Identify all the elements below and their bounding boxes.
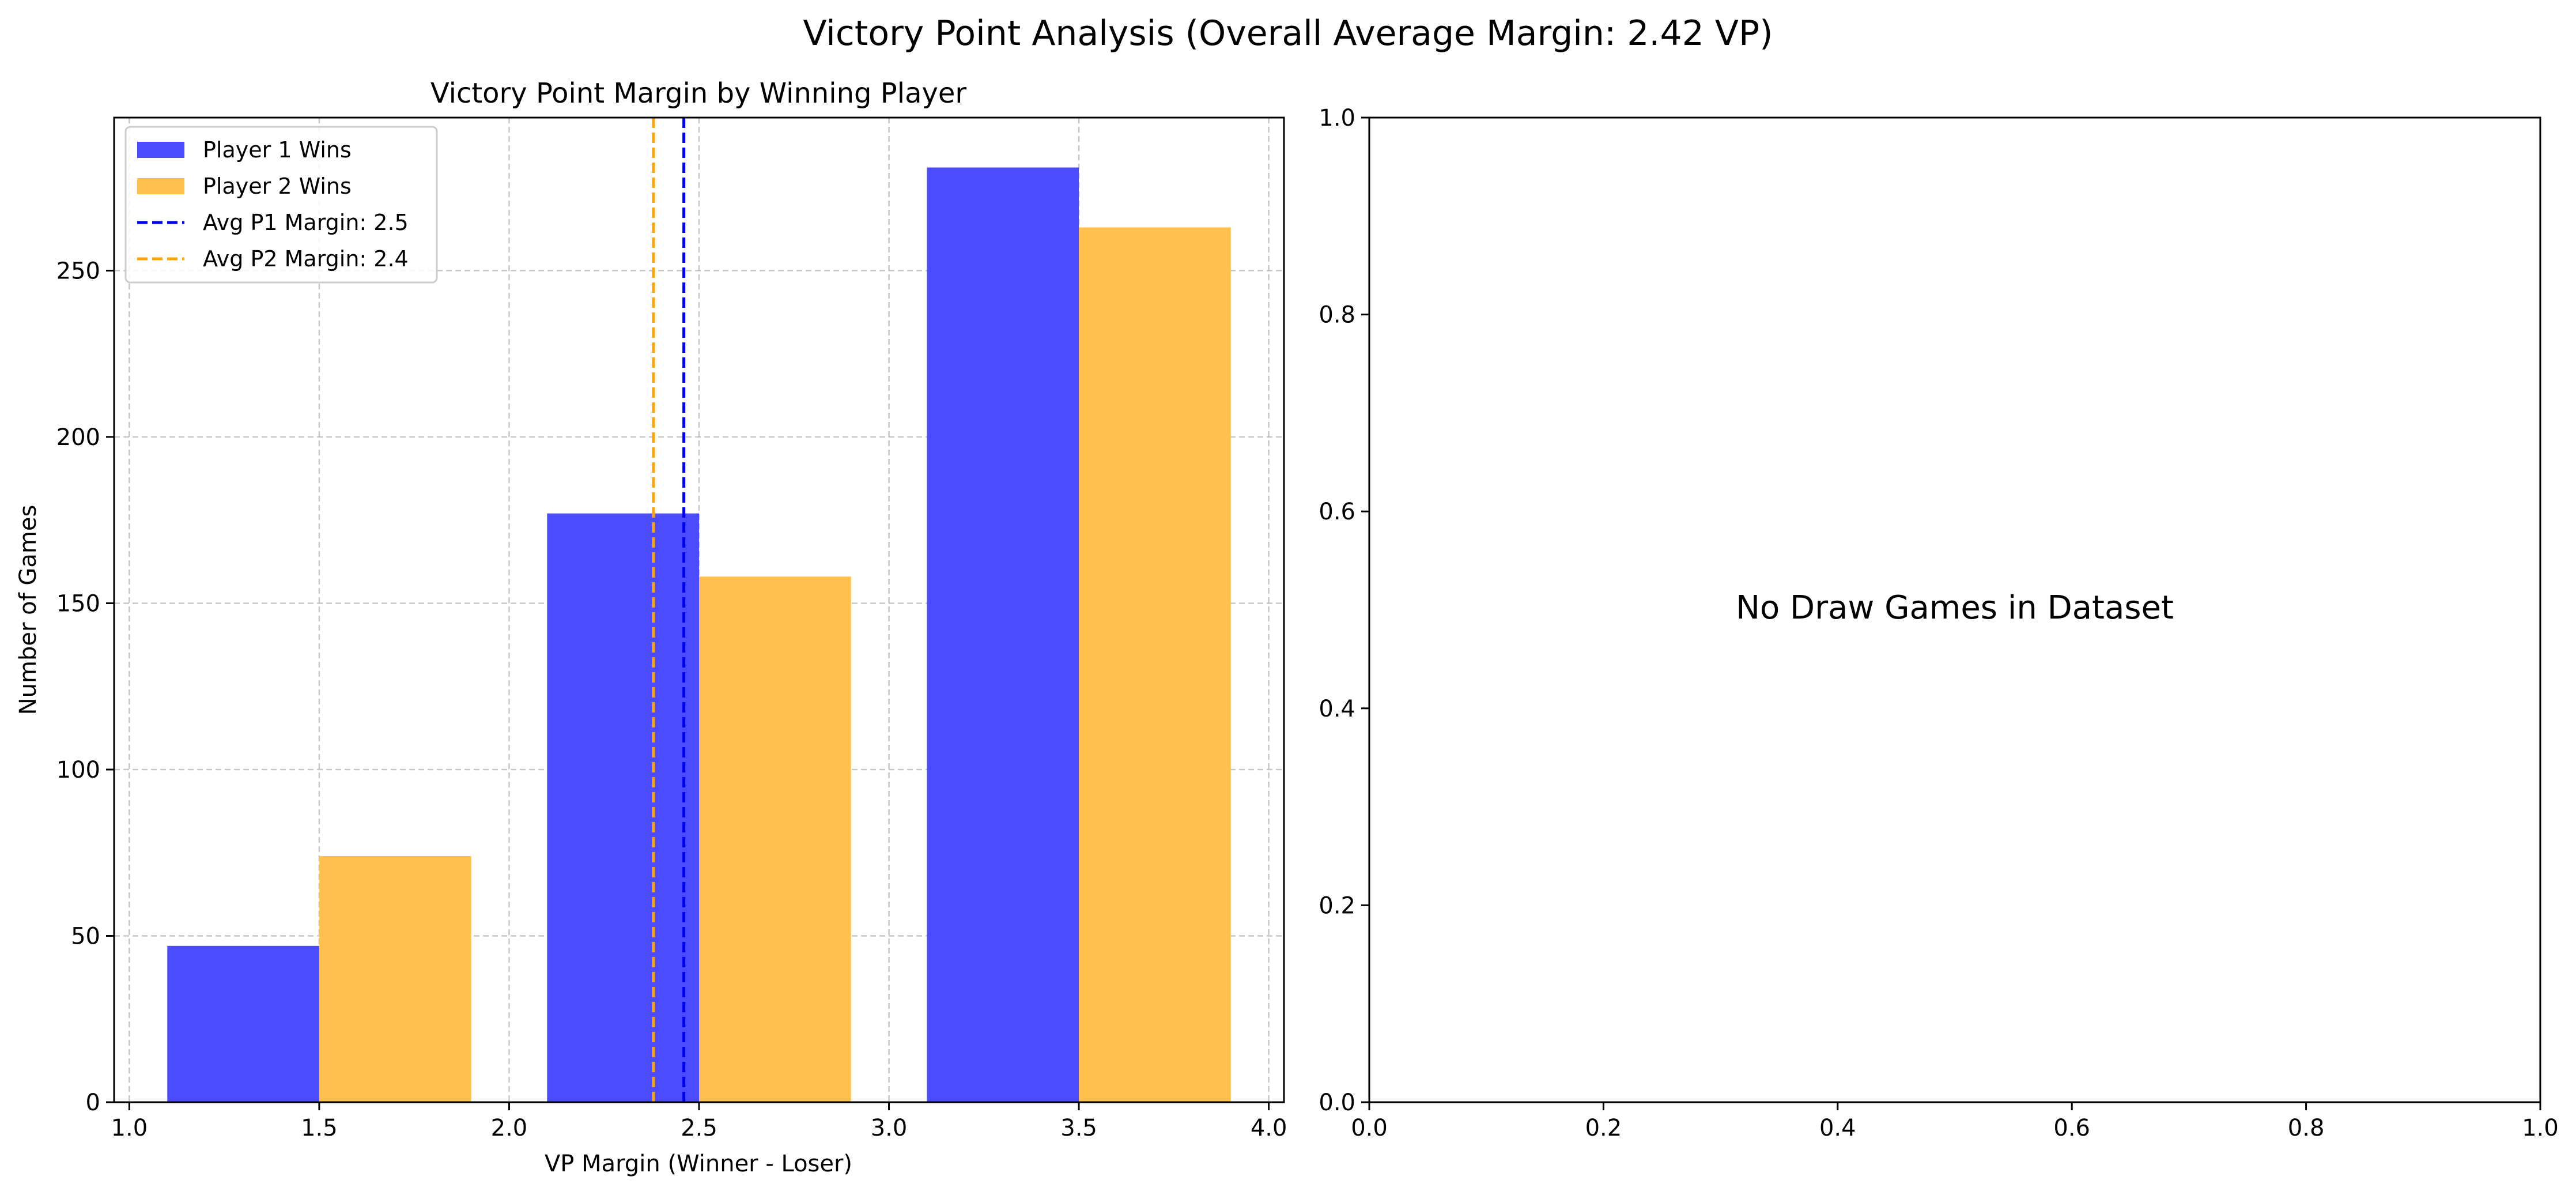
bar-series-1-category-2 <box>547 513 699 1102</box>
left-chart-y-ticks: 0 50 100 150 200 250 <box>56 258 114 1116</box>
y-tick-label: 0.8 <box>1319 302 1355 329</box>
y-tick-label: 0.6 <box>1319 499 1355 525</box>
x-tick-label: 0.4 <box>1819 1115 1856 1141</box>
y-tick-label: 0.2 <box>1319 892 1355 919</box>
left-chart-title: Victory Point Margin by Winning Player <box>430 77 967 110</box>
y-tick-label: 50 <box>71 923 100 949</box>
y-tick-label: 200 <box>56 424 100 451</box>
legend-label: Player 2 Wins <box>203 174 352 199</box>
right-chart-x-ticks: 0.0 0.2 0.4 0.6 0.8 1.0 <box>1351 1102 2559 1141</box>
x-tick-label: 2.5 <box>681 1115 717 1141</box>
bar-series-1-category-3 <box>927 167 1079 1102</box>
legend-swatch <box>137 142 184 158</box>
x-tick-label: 0.0 <box>1351 1115 1388 1141</box>
legend-swatch <box>137 178 184 194</box>
x-tick-label: 3.0 <box>871 1115 908 1141</box>
y-tick-label: 0 <box>86 1090 100 1116</box>
margin-by-player-chart: 1.0 1.5 2.0 2.5 3.0 3.5 4.0 0 50 100 150 200 250 Vi… <box>15 77 1287 1177</box>
y-tick-label: 1.0 <box>1319 105 1355 131</box>
bar-series-2-category-1 <box>319 856 471 1102</box>
draw-games-chart: 0.0 0.2 0.4 0.6 0.8 1.0 0.0 0.2 0.4 0.6 0.8 1.0 No… <box>1319 105 2558 1141</box>
y-tick-label: 100 <box>56 757 100 783</box>
x-tick-label: 0.6 <box>2053 1115 2090 1141</box>
y-tick-label: 150 <box>56 590 100 617</box>
x-tick-label: 4.0 <box>1251 1115 1287 1141</box>
right-chart-y-ticks: 0.0 0.2 0.4 0.6 0.8 1.0 <box>1319 105 1369 1116</box>
right-chart-frame <box>1368 116 2541 1103</box>
legend-label: Player 1 Wins <box>203 137 352 163</box>
x-tick-label: 2.0 <box>491 1115 528 1141</box>
x-tick-label: 0.8 <box>2288 1115 2325 1141</box>
x-tick-label: 0.2 <box>1585 1115 1622 1141</box>
x-tick-label: 1.5 <box>301 1115 338 1141</box>
y-tick-label: 250 <box>56 258 100 284</box>
bar-series-1-category-1 <box>167 945 319 1102</box>
left-chart-x-ticks: 1.0 1.5 2.0 2.5 3.0 3.5 4.0 <box>111 1102 1287 1141</box>
left-chart-legend: Player 1 Wins Player 2 Wins Avg P1 Margin:… <box>124 126 438 284</box>
no-draw-games-message: No Draw Games in Dataset <box>1736 589 2174 627</box>
bar-series-2-category-3 <box>1079 227 1231 1102</box>
left-chart-y-axis-label: Number of Games <box>15 505 41 715</box>
left-chart-bars <box>167 167 1231 1102</box>
x-tick-label: 1.0 <box>2522 1115 2559 1141</box>
figure-suptitle: Victory Point Analysis (Overall Average … <box>803 13 1773 54</box>
right-chart-axes <box>1368 116 2541 1103</box>
left-chart-x-axis-label: VP Margin (Winner - Loser) <box>545 1151 852 1177</box>
legend-label: Avg P2 Margin: 2.4 <box>203 246 409 272</box>
x-tick-label: 3.5 <box>1060 1115 1097 1141</box>
x-tick-label: 1.0 <box>111 1115 148 1141</box>
bar-series-2-category-2 <box>699 576 851 1102</box>
legend-box <box>124 126 438 284</box>
legend-label: Avg P1 Margin: 2.5 <box>203 210 409 235</box>
y-tick-label: 0.0 <box>1319 1090 1355 1116</box>
y-tick-label: 0.4 <box>1319 696 1355 722</box>
